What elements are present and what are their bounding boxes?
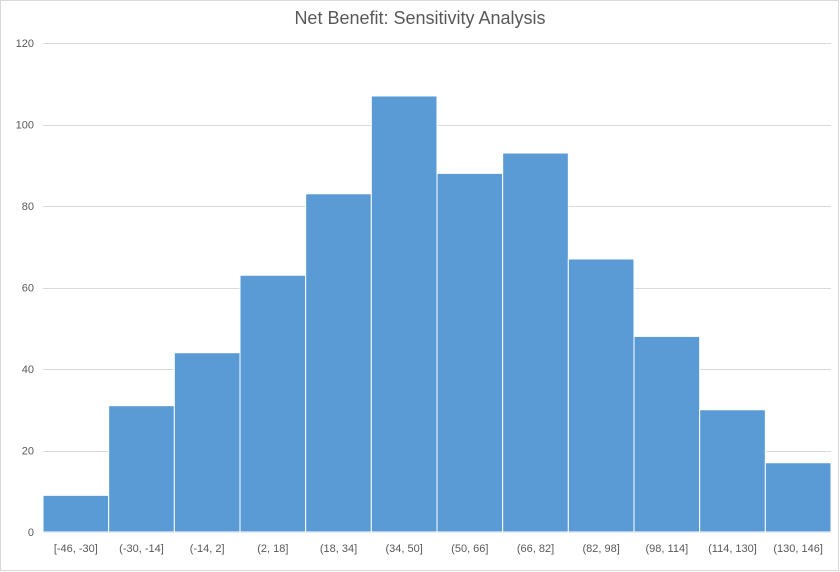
x-tick-label: (34, 50]	[386, 543, 423, 555]
y-tick-label: 120	[16, 38, 34, 50]
y-tick-label: 20	[22, 446, 34, 458]
x-tick-label: (82, 98]	[583, 543, 620, 555]
x-tick-label: (50, 66]	[451, 543, 488, 555]
x-tick-label: (-14, 2]	[190, 543, 225, 555]
x-tick-label: (114, 130]	[708, 543, 757, 555]
histogram-bar	[305, 193, 372, 533]
histogram-bar	[436, 172, 504, 533]
x-tick-label: [-46, -30]	[54, 543, 98, 555]
y-tick-label: 100	[16, 120, 34, 132]
histogram-bar	[699, 409, 766, 533]
x-tick-label: (18, 34]	[320, 543, 357, 555]
histogram-bar	[370, 95, 438, 533]
histogram-bar	[42, 494, 110, 533]
x-tick-label: (2, 18]	[257, 543, 288, 555]
x-tick-label: (66, 82]	[517, 543, 554, 555]
y-tick-label: 80	[22, 201, 34, 213]
y-tick-label: 40	[22, 364, 34, 376]
histogram-bar	[567, 258, 635, 533]
chart-title: Net Benefit: Sensitivity Analysis	[294, 8, 546, 28]
x-tick-label: (98, 114]	[646, 543, 689, 555]
histogram-bar	[239, 274, 307, 533]
histogram-bar	[633, 335, 701, 533]
histogram-bar	[173, 352, 241, 533]
x-tick-label: (-30, -14]	[119, 543, 164, 555]
x-tick-label: (130, 146]	[773, 543, 823, 555]
histogram-bar	[108, 405, 175, 533]
y-tick-label: 0	[28, 527, 34, 539]
histogram-bar	[764, 462, 832, 533]
y-tick-label: 60	[22, 283, 34, 295]
histogram-bar	[502, 152, 569, 533]
